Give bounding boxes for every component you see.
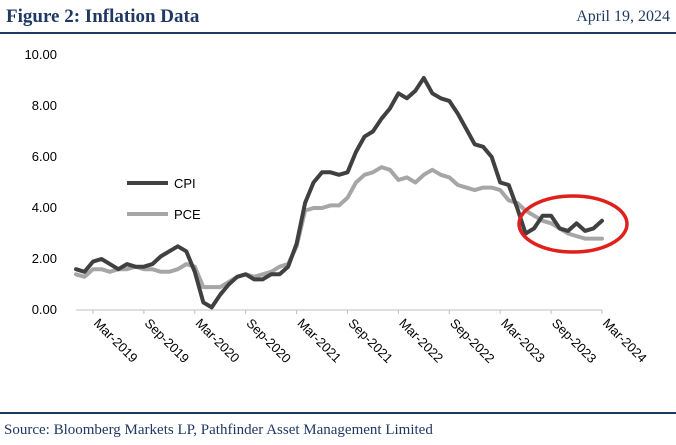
x-tick-label: Sep-2019 <box>142 316 192 366</box>
x-tick-label: Sep-2023 <box>549 316 599 366</box>
annotation <box>517 194 629 254</box>
legend: CPI PCE <box>127 176 201 222</box>
x-tick-label: Mar-2022 <box>396 316 446 366</box>
x-tick-label: Sep-2021 <box>345 316 395 366</box>
y-tick-label: 10.00 <box>24 47 57 62</box>
header: Figure 2: Inflation Data April 19, 2024 <box>0 0 676 32</box>
figure-title: Figure 2: Inflation Data <box>6 6 200 27</box>
legend-label-cpi: CPI <box>174 176 196 191</box>
top-rule <box>0 32 676 34</box>
x-tick-label: Mar-2024 <box>600 316 650 366</box>
x-tick-label: Sep-2022 <box>447 316 497 366</box>
x-tick-label: Sep-2020 <box>244 316 294 366</box>
x-tick-label: Mar-2023 <box>498 316 548 366</box>
y-tick-label: 8.00 <box>32 98 57 113</box>
highlight-ellipse <box>517 194 629 254</box>
y-tick-label: 4.00 <box>32 200 57 215</box>
x-tick-label: Mar-2020 <box>193 316 243 366</box>
legend-label-pce: PCE <box>174 207 201 222</box>
series-line-cpi <box>74 76 604 310</box>
bottom-rule <box>0 412 676 414</box>
source-note: Source: Bloomberg Markets LP, Pathfinder… <box>4 422 433 438</box>
x-tick-label: Mar-2021 <box>294 316 344 366</box>
y-tick-label: 0.00 <box>32 302 57 317</box>
figure-date: April 19, 2024 <box>576 8 670 25</box>
y-axis: 0.00 2.00 4.00 6.00 8.00 10.00 <box>24 47 57 317</box>
y-tick-label: 6.00 <box>32 149 57 164</box>
x-axis: Mar-2019 Sep-2019 Mar-2020 Sep-2020 Mar-2021… <box>76 309 650 366</box>
x-tick-label: Mar-2019 <box>91 316 141 366</box>
series-layer <box>74 76 604 310</box>
y-tick-label: 2.00 <box>32 251 57 266</box>
